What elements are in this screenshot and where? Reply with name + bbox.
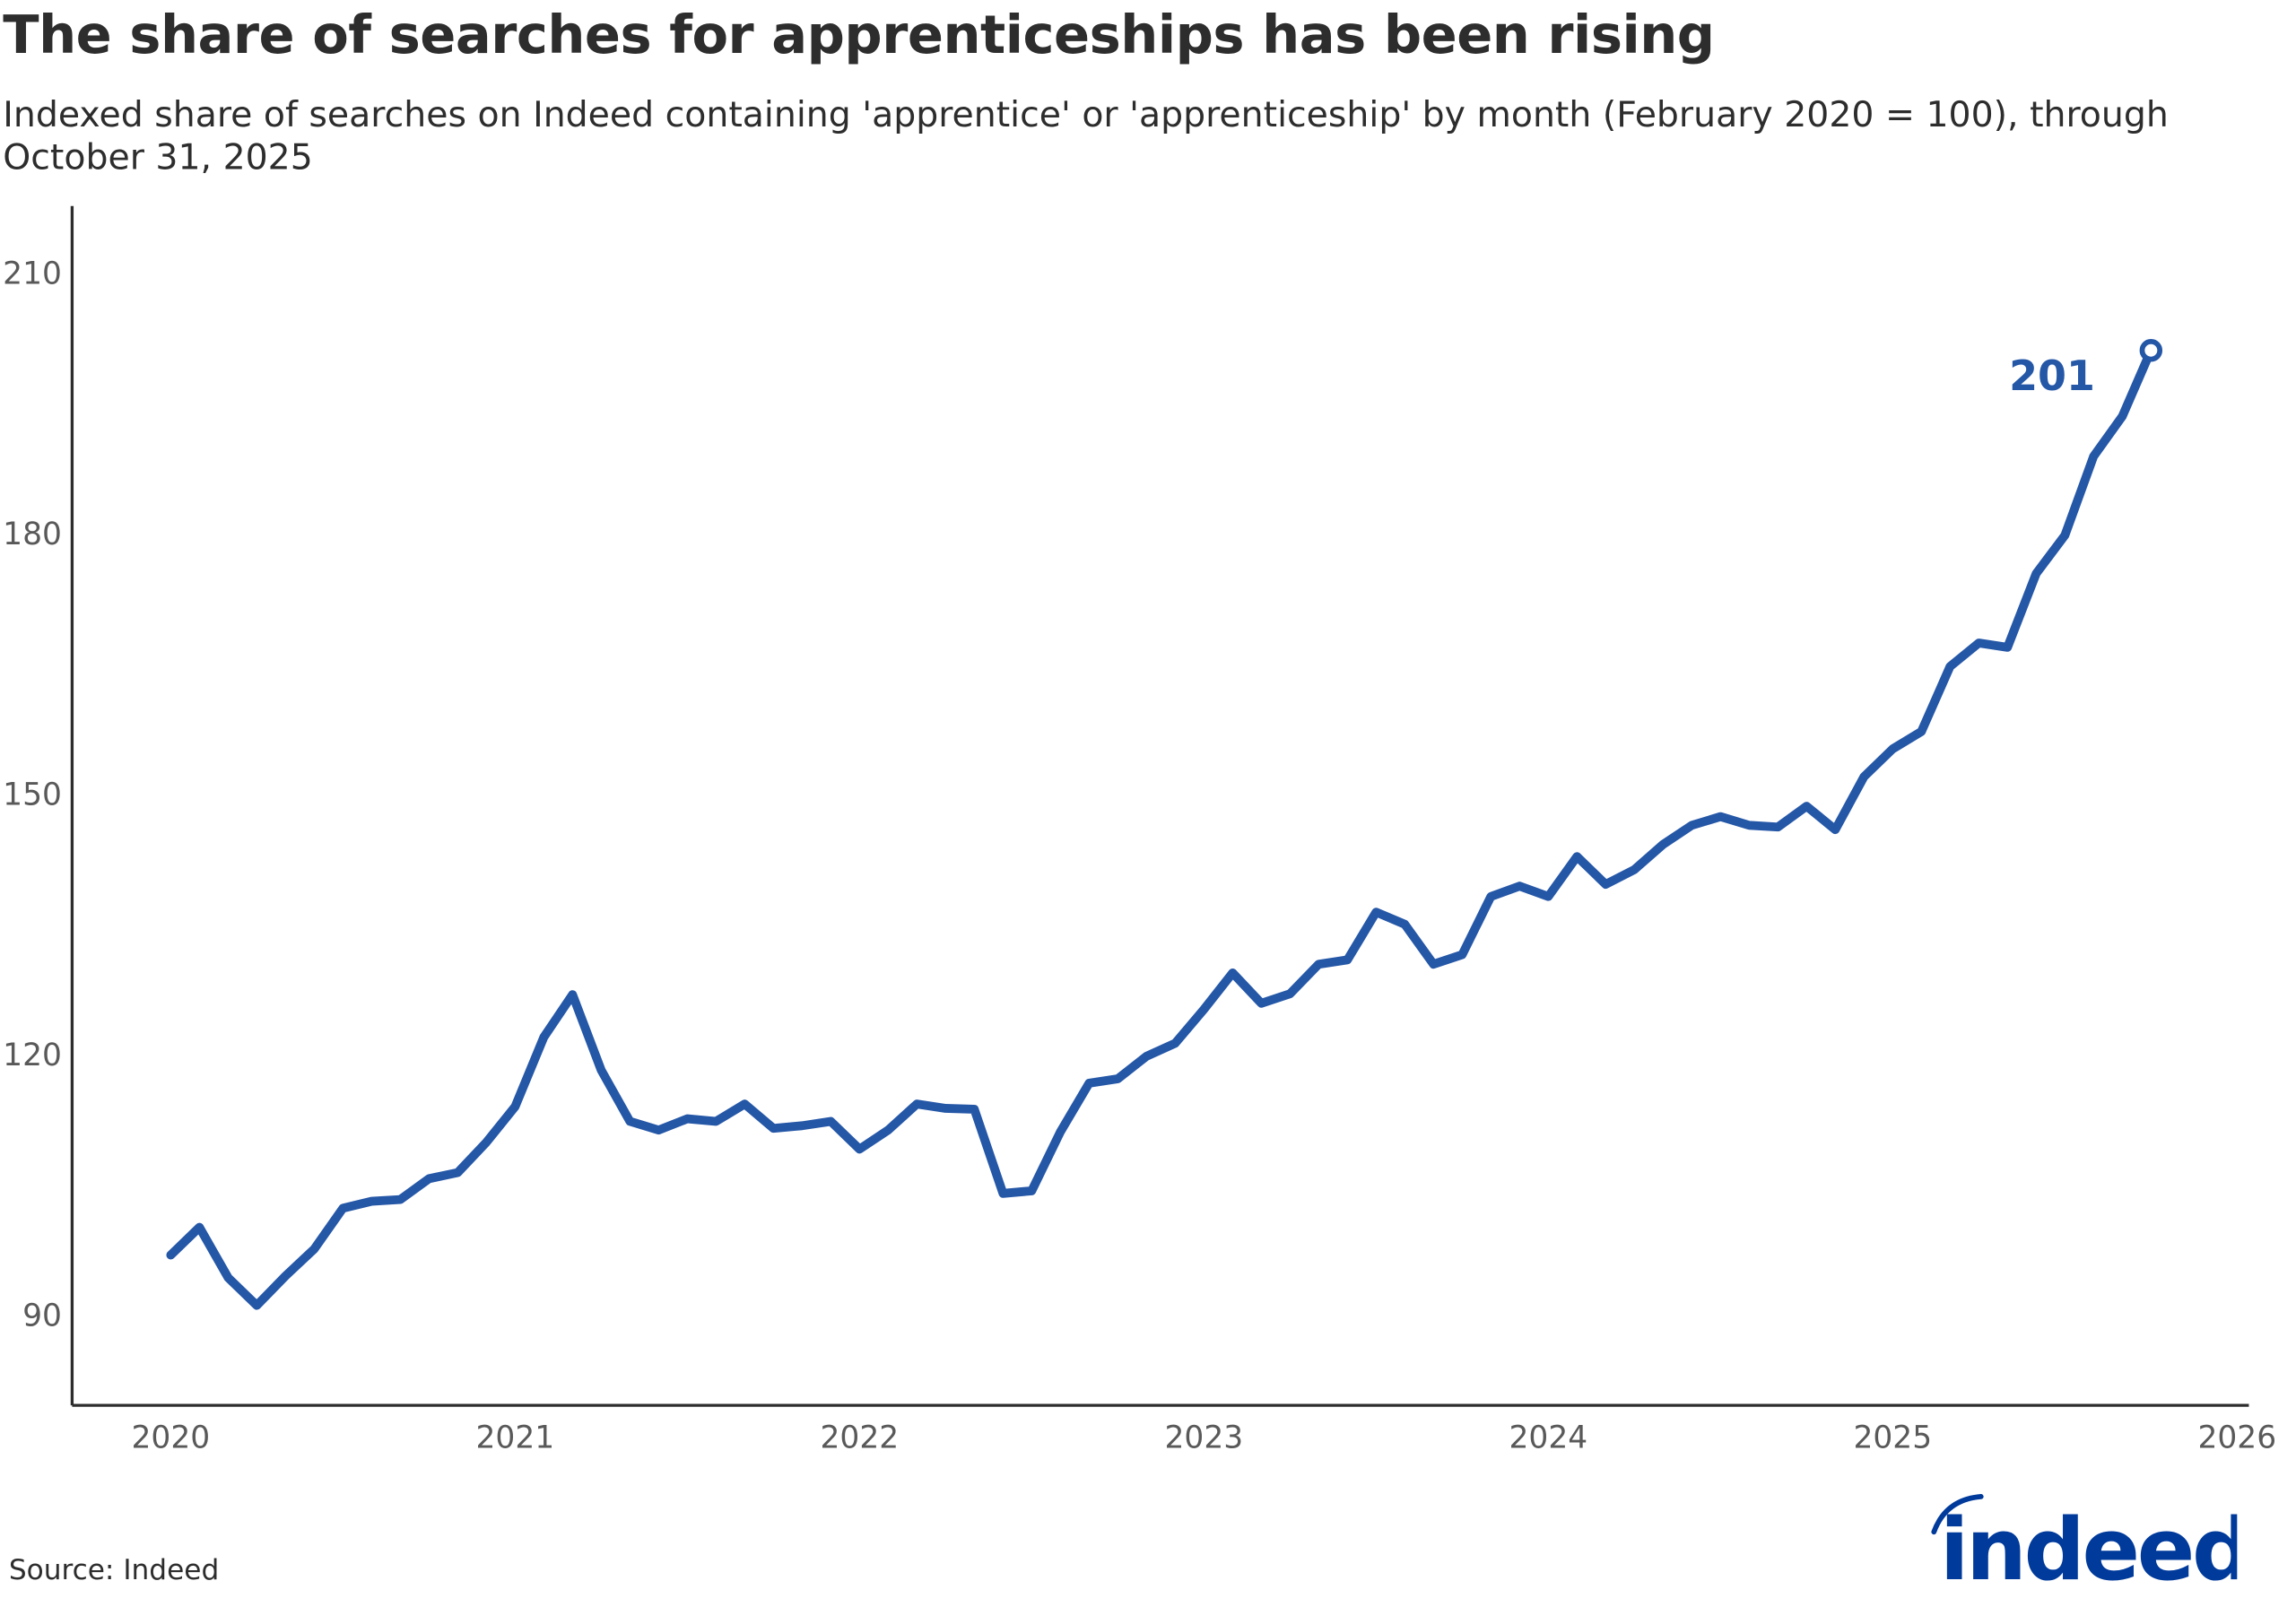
x-tick-label: 2025: [1853, 1420, 1932, 1456]
data-point: [338, 1203, 347, 1212]
data-point: [510, 1102, 519, 1111]
data-point: [309, 1245, 318, 1254]
data-point: [2118, 412, 2126, 421]
data-point: [1257, 999, 1265, 1008]
data-point: [797, 1121, 806, 1130]
series-line: [166, 345, 2156, 1310]
y-tick-label: 120: [3, 1038, 62, 1073]
data-point: [970, 1105, 978, 1114]
data-point: [1371, 908, 1380, 916]
data-point: [683, 1115, 691, 1124]
data-point: [482, 1138, 491, 1147]
data-point: [654, 1125, 663, 1134]
data-point: [1630, 865, 1639, 874]
data-point: [281, 1272, 290, 1281]
data-point: [1457, 951, 1466, 960]
data-point: [1228, 969, 1237, 977]
data-point: [1917, 727, 1926, 736]
data-point: [1658, 840, 1667, 849]
data-point: [1515, 882, 1524, 890]
data-point: [826, 1117, 835, 1126]
data-point: [1285, 989, 1294, 998]
data-point: [1056, 1127, 1065, 1136]
data-point: [1716, 812, 1725, 821]
data-point: [539, 1033, 548, 1042]
x-tick-label: 2022: [821, 1420, 900, 1456]
data-point: [769, 1124, 778, 1133]
end-point-marker: [2139, 339, 2163, 362]
data-point: [568, 990, 577, 999]
data-point: [1343, 955, 1352, 964]
data-point: [1888, 744, 1897, 753]
y-tick-label: 180: [3, 517, 62, 552]
x-tick-label: 2024: [1509, 1420, 1587, 1456]
data-point: [1314, 960, 1323, 969]
data-point: [1831, 825, 1839, 834]
end-value-label: 201: [2009, 352, 2095, 400]
x-tick-label: 2020: [132, 1420, 211, 1456]
data-point: [1974, 638, 1983, 647]
x-tick-label: 2023: [1164, 1420, 1243, 1456]
data-point: [1170, 1038, 1179, 1047]
data-point: [2060, 531, 2069, 540]
data-point: [883, 1125, 892, 1134]
data-point: [1544, 892, 1552, 901]
data-point: [1027, 1186, 1036, 1195]
data-point: [453, 1168, 462, 1177]
data-point: [424, 1174, 433, 1183]
data-point: [195, 1223, 204, 1232]
data-point: [596, 1065, 605, 1074]
data-point: [1429, 960, 1438, 969]
data-point: [1199, 1005, 1208, 1014]
y-tick-label: 150: [3, 777, 62, 813]
data-point: [711, 1117, 720, 1126]
data-point: [941, 1104, 950, 1113]
data-point: [625, 1117, 634, 1126]
indeed-logo: indeed: [1928, 1494, 2253, 1600]
chart-title: The share of searches for apprenticeship…: [3, 5, 1715, 66]
data-point: [1601, 880, 1610, 889]
data-point: [1142, 1052, 1151, 1061]
x-tick-label: 2021: [476, 1420, 555, 1456]
data-point: [998, 1189, 1007, 1198]
data-point: [252, 1301, 261, 1310]
data-point: [166, 1251, 175, 1260]
data-point: [855, 1145, 864, 1154]
data-point: [1113, 1074, 1122, 1083]
data-point: [396, 1195, 404, 1204]
data-point: [1859, 772, 1868, 781]
data-point: [1084, 1079, 1093, 1088]
data-point: [1400, 920, 1409, 929]
source-note: Source: Indeed: [8, 1553, 220, 1586]
y-tick-label: 210: [3, 256, 62, 292]
data-point: [367, 1197, 376, 1206]
data-point: [1773, 822, 1782, 831]
data-point: [740, 1099, 749, 1108]
chart-subtitle: Indexed share of searches on Indeed cont…: [3, 94, 2169, 178]
y-tick-label: 90: [22, 1299, 62, 1334]
data-point: [2003, 643, 2012, 652]
data-point: [1687, 821, 1696, 830]
data-point: [1945, 662, 1954, 671]
svg-text:indeed: indeed: [1940, 1501, 2237, 1585]
data-point: [2031, 569, 2040, 578]
data-point: [1802, 802, 1811, 811]
data-point: [912, 1099, 921, 1108]
x-tick-label: 2026: [2197, 1420, 2276, 1456]
data-point: [223, 1273, 232, 1282]
data-point: [2089, 452, 2098, 461]
data-point: [1744, 821, 1753, 830]
data-point: [1572, 852, 1581, 861]
data-point: [1486, 892, 1495, 901]
